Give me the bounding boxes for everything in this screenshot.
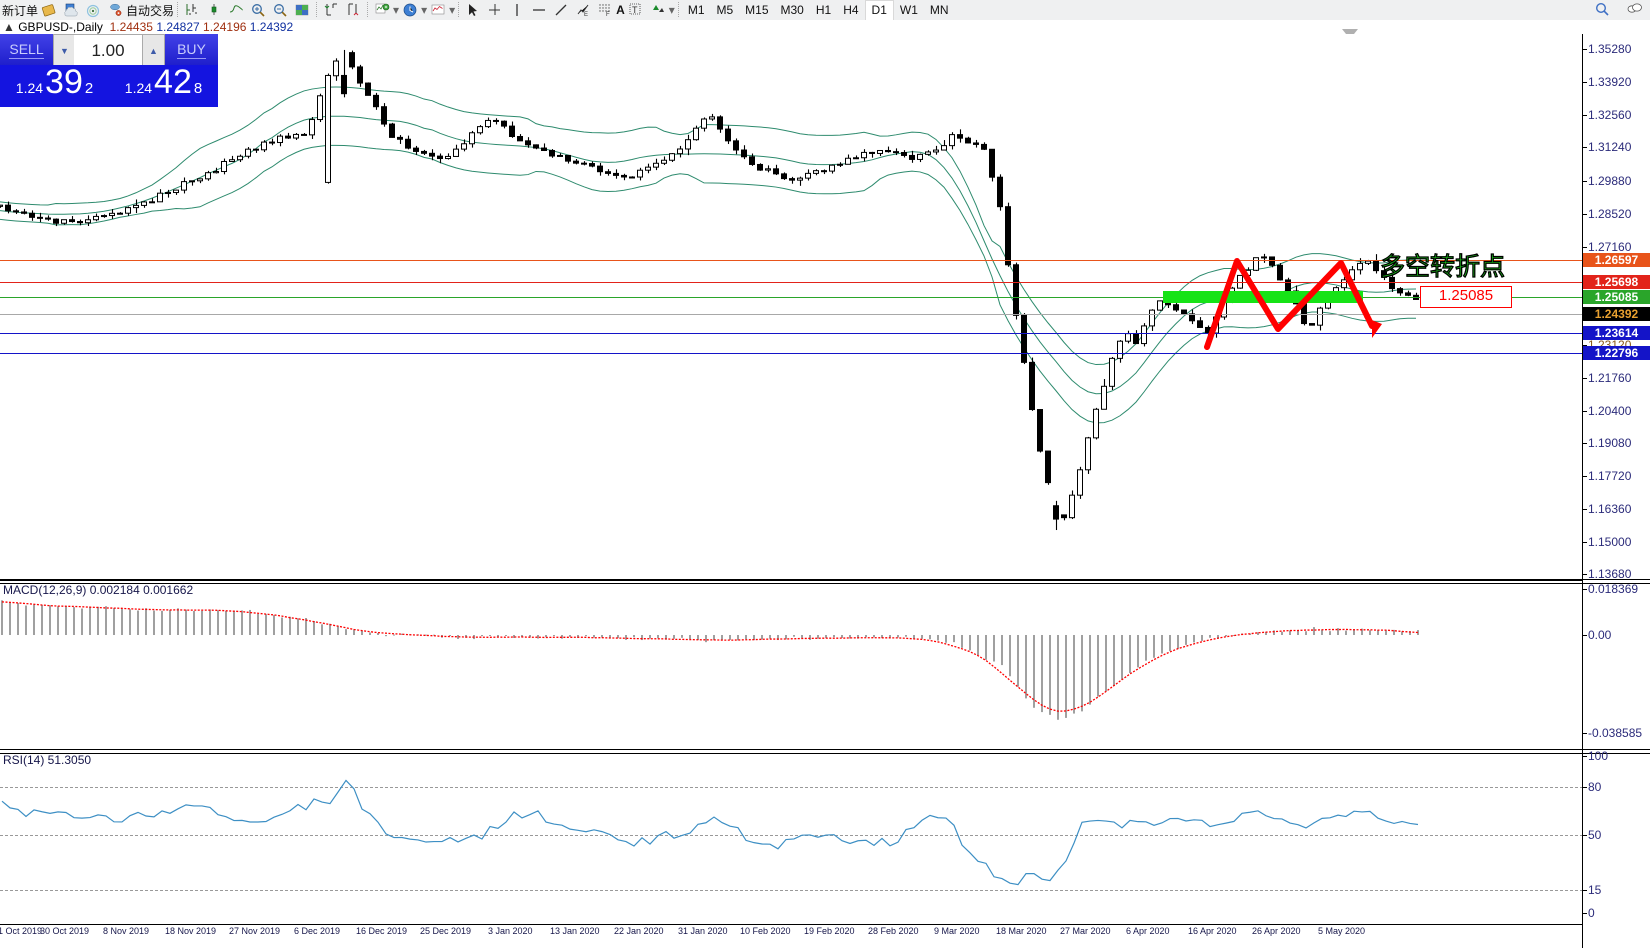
svg-text:F: F	[606, 12, 610, 18]
svg-text:T: T	[632, 5, 638, 15]
svg-text:E: E	[584, 12, 588, 18]
